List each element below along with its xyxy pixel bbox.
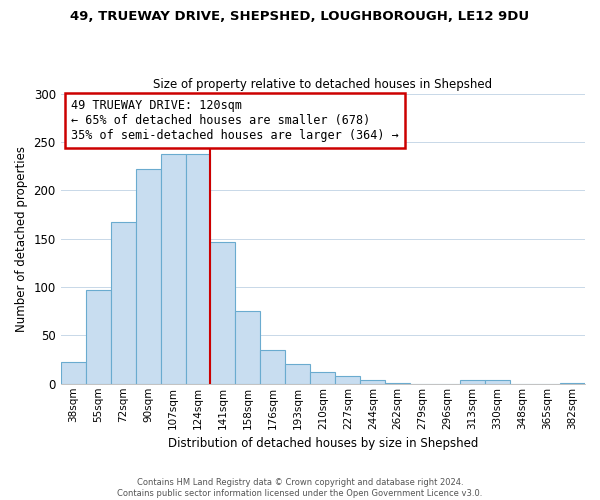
Bar	[86, 290, 110, 384]
Bar	[136, 169, 161, 384]
Bar	[185, 154, 211, 384]
Bar	[335, 376, 360, 384]
Text: 49, TRUEWAY DRIVE, SHEPSHED, LOUGHBOROUGH, LE12 9DU: 49, TRUEWAY DRIVE, SHEPSHED, LOUGHBOROUG…	[70, 10, 530, 23]
Bar	[560, 383, 585, 384]
Bar	[110, 222, 136, 384]
Bar	[485, 380, 510, 384]
Bar	[460, 380, 485, 384]
Bar	[161, 154, 185, 384]
Text: 49 TRUEWAY DRIVE: 120sqm
← 65% of detached houses are smaller (678)
35% of semi-: 49 TRUEWAY DRIVE: 120sqm ← 65% of detach…	[71, 100, 399, 142]
Y-axis label: Number of detached properties: Number of detached properties	[15, 146, 28, 332]
Text: Contains HM Land Registry data © Crown copyright and database right 2024.
Contai: Contains HM Land Registry data © Crown c…	[118, 478, 482, 498]
Bar	[360, 380, 385, 384]
Bar	[260, 350, 286, 384]
Title: Size of property relative to detached houses in Shepshed: Size of property relative to detached ho…	[153, 78, 493, 91]
Bar	[310, 372, 335, 384]
Bar	[211, 242, 235, 384]
X-axis label: Distribution of detached houses by size in Shepshed: Distribution of detached houses by size …	[167, 437, 478, 450]
Bar	[385, 383, 410, 384]
Bar	[235, 311, 260, 384]
Bar	[286, 364, 310, 384]
Bar	[61, 362, 86, 384]
